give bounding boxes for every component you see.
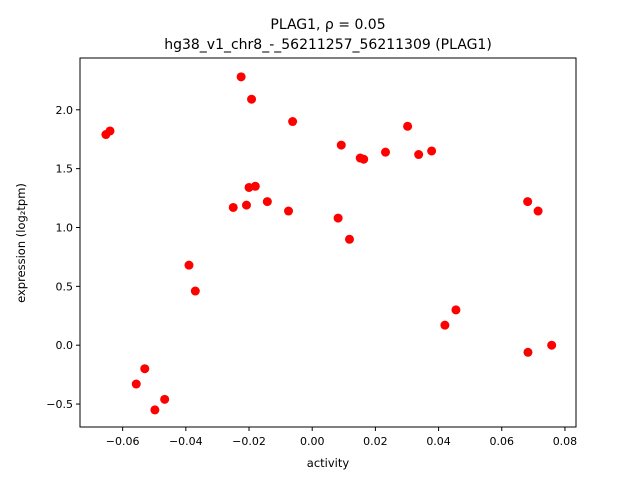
data-point-6 <box>184 260 194 270</box>
x-tick-label-7: 0.08 <box>553 435 578 448</box>
x-axis-label: activity <box>307 456 350 470</box>
y-tick-label-0: −0.5 <box>46 398 73 411</box>
data-point-24 <box>414 150 424 160</box>
plot-frame <box>79 57 577 428</box>
y-tick-label-4: 1.5 <box>56 163 74 176</box>
x-axis-ticks: −0.06 −0.04 −0.02 0.00 0.02 0.04 0.06 0.08 <box>106 427 577 448</box>
y-axis-ticks: −0.5 0.0 0.5 1.0 1.5 2.0 <box>46 104 80 411</box>
chart-title-line2: hg38_v1_chr8_-_56211257_56211309 (PLAG1) <box>164 37 492 53</box>
data-point-22 <box>380 147 390 157</box>
data-point-9 <box>236 72 246 82</box>
data-point-10 <box>241 200 251 210</box>
data-point-13 <box>250 181 260 191</box>
data-point-3 <box>140 364 150 374</box>
data-point-29 <box>523 347 533 357</box>
x-tick-label-3: 0.00 <box>300 435 325 448</box>
y-tick-label-1: 0.0 <box>56 339 74 352</box>
data-point-28 <box>523 197 533 207</box>
x-tick-label-6: 0.06 <box>490 435 515 448</box>
data-point-26 <box>440 320 450 330</box>
data-point-7 <box>190 286 200 296</box>
data-point-5 <box>160 394 170 404</box>
data-point-30 <box>533 206 543 216</box>
y-tick-label-2: 0.5 <box>56 280 74 293</box>
data-point-19 <box>344 234 354 244</box>
x-tick-label-1: −0.04 <box>169 435 203 448</box>
data-point-27 <box>451 305 461 315</box>
data-point-12 <box>247 94 257 104</box>
x-tick-label-4: 0.02 <box>363 435 388 448</box>
y-axis-label: expression (log₂tpm) <box>14 183 28 303</box>
data-point-17 <box>333 213 343 223</box>
chart-title-line1: PLAG1, ρ = 0.05 <box>270 17 385 33</box>
data-point-14 <box>262 197 272 207</box>
data-point-25 <box>427 146 437 156</box>
data-point-4 <box>150 405 160 415</box>
data-point-16 <box>288 117 298 127</box>
data-point-2 <box>131 379 141 389</box>
data-point-21 <box>359 154 369 164</box>
data-point-1 <box>105 126 115 136</box>
data-point-31 <box>547 340 557 350</box>
data-points <box>101 72 557 415</box>
data-point-23 <box>403 121 413 131</box>
x-tick-label-2: −0.02 <box>232 435 266 448</box>
data-point-18 <box>336 140 346 150</box>
y-tick-label-5: 2.0 <box>56 104 74 117</box>
y-tick-label-3: 1.0 <box>56 221 74 234</box>
data-point-8 <box>228 202 238 212</box>
data-point-15 <box>284 206 294 216</box>
x-tick-label-5: 0.04 <box>426 435 451 448</box>
x-tick-label-0: −0.06 <box>106 435 140 448</box>
